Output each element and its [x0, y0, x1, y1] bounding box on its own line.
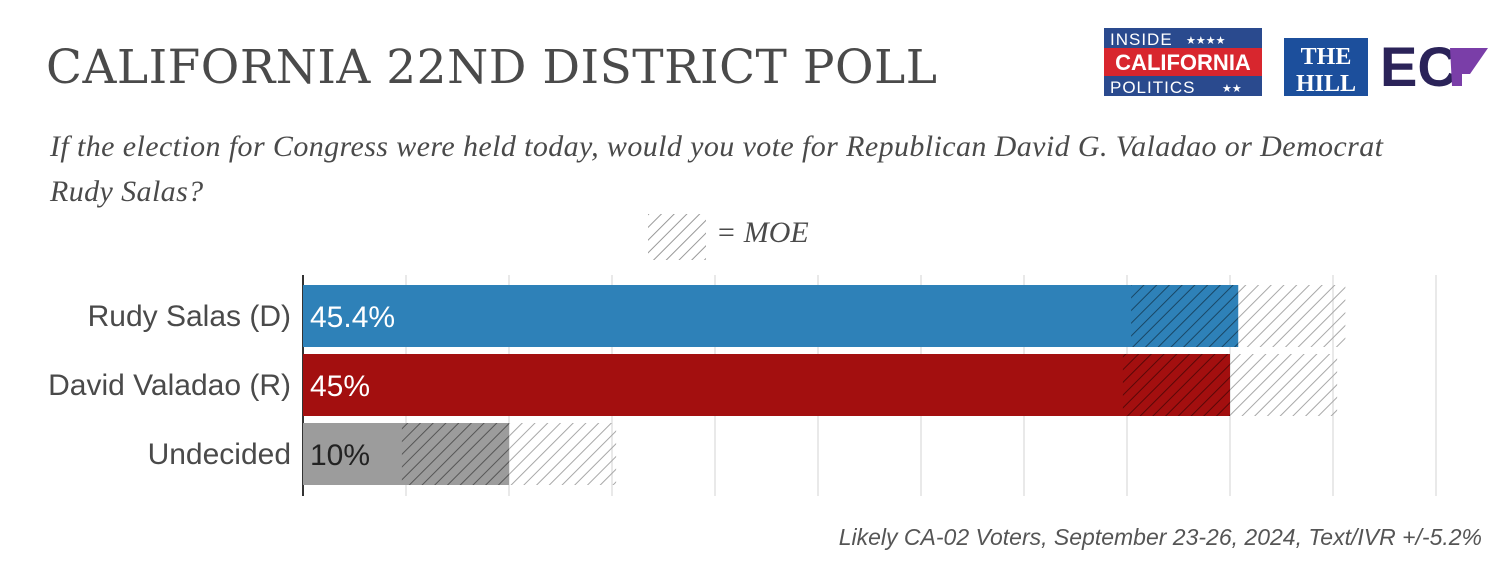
bar-chart: Rudy Salas (D) 45.4% David Valadao (R) 45% U…: [48, 275, 1437, 496]
icp-line2: CALIFORNIA: [1115, 50, 1251, 75]
bars: [303, 285, 1346, 485]
logo-group: INSIDE ★★★★ CALIFORNIA POLITICS ★★ THE H…: [1104, 28, 1490, 100]
moe-swatch: [648, 214, 706, 260]
ecp-p-shape: [1450, 48, 1488, 86]
value-label: 10%: [310, 439, 370, 472]
inside-california-politics-logo: INSIDE ★★★★ CALIFORNIA POLITICS ★★: [1104, 28, 1262, 96]
category-label: David Valadao (R): [48, 369, 291, 402]
moe-band-outer: [1238, 285, 1346, 347]
labels: Rudy Salas (D) 45.4% David Valadao (R) 45% U…: [48, 300, 395, 472]
value-label: 45.4%: [310, 301, 395, 334]
category-label: Rudy Salas (D): [88, 300, 291, 333]
svg-text:★★: ★★: [1222, 82, 1242, 95]
moe-legend-label: = MOE: [716, 216, 809, 249]
hill-line1: THE: [1301, 44, 1352, 70]
chart-title: CALIFORNIA 22ND DISTRICT POLL: [46, 40, 938, 95]
moe-band-inner: [1122, 354, 1230, 416]
moe-band-inner: [1131, 285, 1239, 347]
ecp-logo: EC: [1380, 35, 1488, 96]
category-label: Undecided: [148, 438, 291, 471]
poll-question: If the election for Congress were held t…: [50, 130, 1384, 208]
bar: [303, 285, 1239, 347]
moe-band-outer: [509, 423, 617, 485]
the-hill-logo: THE HILL: [1284, 38, 1368, 96]
value-label: 45%: [310, 370, 370, 403]
moe-band-outer: [1230, 354, 1338, 416]
source-note: Likely CA-02 Voters, September 23-26, 20…: [838, 524, 1482, 550]
bar: [303, 354, 1230, 416]
icp-line1: INSIDE: [1110, 30, 1173, 49]
svg-text:★★★★: ★★★★: [1186, 34, 1226, 47]
ecp-text: EC: [1380, 35, 1458, 96]
hill-line2: HILL: [1296, 71, 1356, 96]
icp-line3: POLITICS: [1110, 78, 1195, 96]
moe-band-inner: [401, 423, 509, 485]
